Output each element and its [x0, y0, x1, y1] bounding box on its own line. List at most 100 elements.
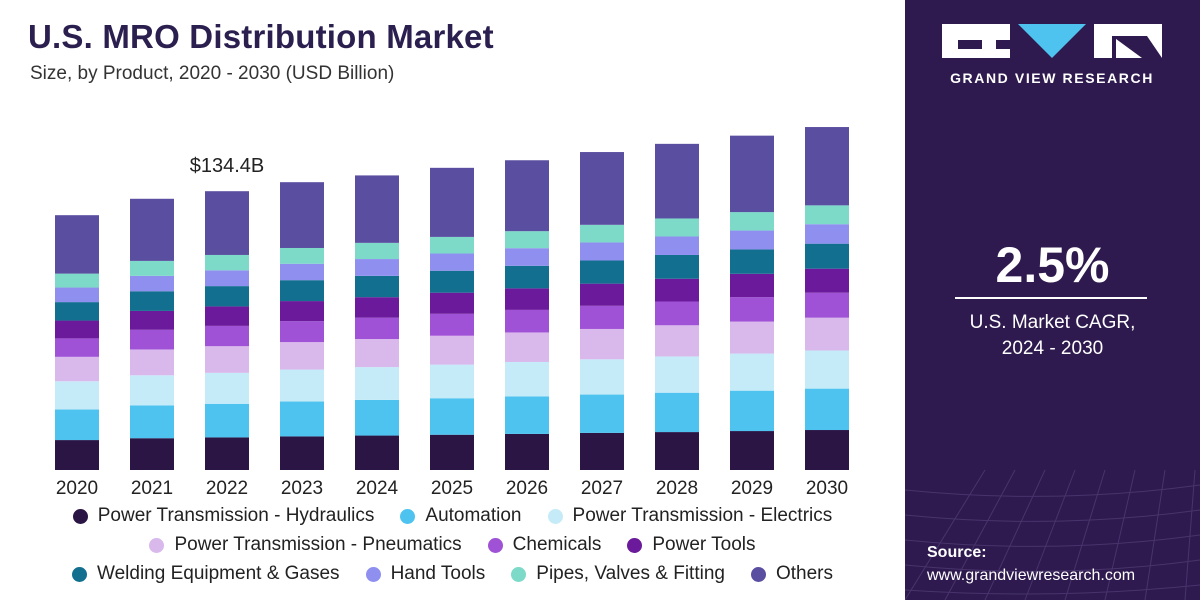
chart-panel: U.S. MRO Distribution Market Size, by Pr… — [0, 18, 905, 585]
x-tick-label: 2022 — [206, 478, 248, 499]
source-label: Source: — [927, 544, 987, 561]
legend-item: Welding Equipment & Gases — [72, 563, 340, 585]
bar-segment-2025-4 — [430, 335, 474, 365]
chart-subtitle: Size, by Product, 2020 - 2030 (USD Billi… — [30, 63, 395, 84]
bar-segment-2028-7 — [655, 254, 699, 279]
bar-segment-2020-1 — [55, 440, 99, 470]
bar-segment-2025-7 — [430, 270, 474, 293]
bar-segment-2027-8 — [580, 242, 624, 261]
bar-segment-2020-3 — [55, 381, 99, 410]
legend-item: Power Tools — [627, 534, 756, 556]
x-tick-label: 2027 — [581, 478, 623, 499]
cagr-label: U.S. Market CAGR, 2024 - 2030 — [905, 310, 1200, 362]
legend-label: Hand Tools — [390, 563, 486, 584]
bar-segment-2023-2 — [280, 401, 324, 437]
bar-segment-2027-9 — [580, 224, 624, 243]
legend-label: Others — [775, 563, 833, 584]
legend-row: Power Transmission - Hydraulics Automatio… — [0, 505, 905, 527]
bar-segment-2029-9 — [730, 212, 774, 231]
cagr-divider — [955, 297, 1147, 299]
bar-segment-2029-2 — [730, 390, 774, 432]
bar-segment-2026-3 — [505, 361, 549, 397]
bar-segment-2029-5 — [730, 297, 774, 322]
legend-label: Power Transmission - Hydraulics — [97, 505, 375, 526]
bar-segment-2021-1 — [130, 438, 174, 470]
legend-swatch — [149, 537, 165, 553]
bar-segment-2027-5 — [580, 305, 624, 329]
cagr-value: 2.5% — [995, 237, 1110, 293]
bar-segment-2029-3 — [730, 353, 774, 391]
bar-segment-2028-8 — [655, 236, 699, 255]
x-tick-label: 2020 — [56, 478, 98, 499]
cagr-label-line2: 2024 - 2030 — [1001, 338, 1104, 359]
bar-segment-2022-7 — [205, 286, 249, 307]
bar-segment-2030-10 — [805, 127, 849, 206]
bar-segment-2024-3 — [355, 367, 399, 400]
bar-segment-2020-10 — [55, 215, 99, 274]
legend-row: Power Transmission - Pneumatics Chemicals… — [0, 534, 905, 556]
bar-segment-2030-6 — [805, 268, 849, 293]
bar-segment-2030-8 — [805, 224, 849, 244]
bar-segment-2025-1 — [430, 434, 474, 470]
bar-segment-2024-9 — [355, 242, 399, 260]
bar-segment-2026-9 — [505, 231, 549, 249]
bar-segment-2023-6 — [280, 301, 324, 322]
bar-segment-2026-6 — [505, 288, 549, 310]
legend-item: Power Transmission - Pneumatics — [149, 534, 462, 556]
bar-segment-2025-5 — [430, 313, 474, 336]
bar-segment-2024-8 — [355, 259, 399, 276]
bar-segment-2023-1 — [280, 436, 324, 470]
bar-segment-2023-4 — [280, 342, 324, 370]
bar-segment-2030-3 — [805, 350, 849, 389]
bar-segment-2028-9 — [655, 218, 699, 237]
bar-segment-2027-2 — [580, 394, 624, 433]
value-annotation: $134.4B — [190, 155, 265, 177]
source-link[interactable]: www.grandviewresearch.com — [927, 567, 1136, 584]
bar-segment-2022-6 — [205, 306, 249, 326]
bar-segment-2023-7 — [280, 280, 324, 302]
bar-segment-2024-4 — [355, 339, 399, 368]
bar-segment-2027-3 — [580, 359, 624, 395]
bar-segment-2022-10 — [205, 191, 249, 255]
legend-label: Power Transmission - Pneumatics — [174, 534, 462, 555]
bar-segment-2023-10 — [280, 182, 324, 248]
bar-segment-2021-7 — [130, 291, 174, 311]
bar-segment-2022-1 — [205, 437, 249, 470]
bar-segment-2022-3 — [205, 372, 249, 404]
bar-segment-2025-6 — [430, 292, 474, 314]
bar-segment-2023-3 — [280, 369, 324, 402]
chart-title: U.S. MRO Distribution Market — [28, 18, 494, 55]
bar-segment-2024-2 — [355, 399, 399, 436]
bar-segment-2025-8 — [430, 253, 474, 271]
bar-segment-2029-10 — [730, 135, 774, 213]
legend-swatch — [547, 508, 563, 524]
x-tick-label: 2025 — [431, 478, 473, 499]
legend-label: Chemicals — [512, 534, 602, 555]
bar-segment-2029-4 — [730, 321, 774, 354]
bar-segment-2026-8 — [505, 248, 549, 266]
bar-segment-2021-8 — [130, 275, 174, 292]
bar-segment-2028-1 — [655, 432, 699, 470]
bar-segment-2028-4 — [655, 325, 699, 357]
bar-segment-2025-3 — [430, 364, 474, 399]
bar-segment-2023-8 — [280, 263, 324, 281]
bar-segment-2027-10 — [580, 152, 624, 225]
bar-segment-2020-2 — [55, 409, 99, 441]
stacked-bar-chart: 2020 2021 2022 $134.4B 2023 2024 2025 2026 2027 2… — [55, 127, 849, 499]
x-tick-label: 2024 — [356, 478, 399, 499]
bar-segment-2029-8 — [730, 230, 774, 250]
bar-segment-2027-1 — [580, 432, 624, 470]
bar-segment-2028-3 — [655, 356, 699, 393]
legend-swatch — [72, 566, 87, 582]
bar-segment-2021-2 — [130, 405, 174, 439]
bar-segment-2028-5 — [655, 301, 699, 326]
bar-segment-2025-9 — [430, 236, 474, 254]
bar-segment-2020-7 — [55, 302, 99, 321]
bar-segment-2022-4 — [205, 346, 249, 373]
bar-segment-2028-2 — [655, 392, 699, 433]
bar-segment-2022-2 — [205, 403, 249, 438]
bar-segment-2021-6 — [130, 310, 174, 330]
bar-segment-2022-8 — [205, 270, 249, 287]
bar-segment-2020-8 — [55, 287, 99, 303]
bar-segment-2026-10 — [505, 160, 549, 232]
